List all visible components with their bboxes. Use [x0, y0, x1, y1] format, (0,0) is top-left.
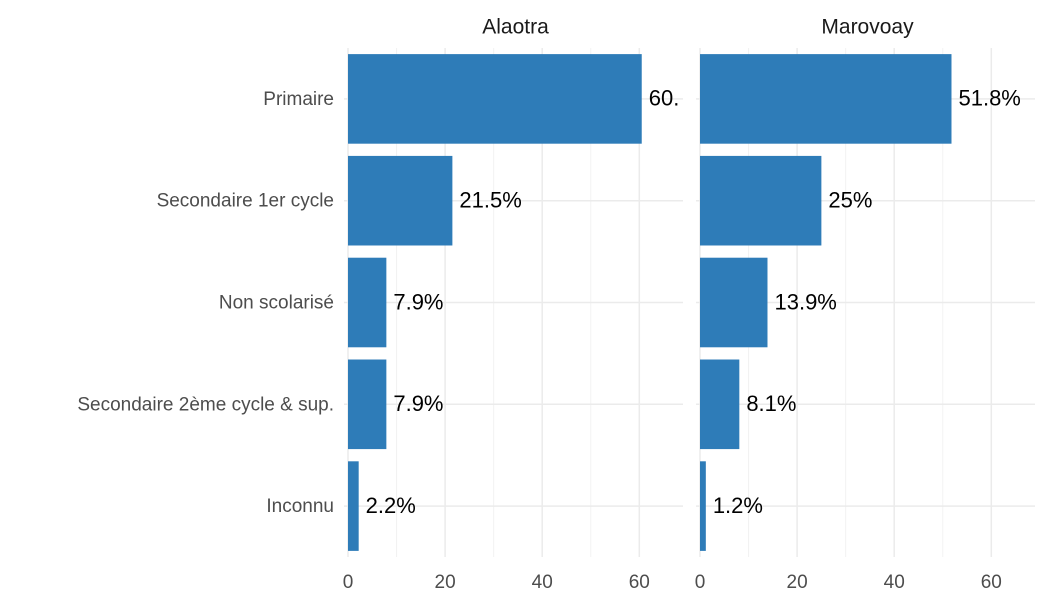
bar: [348, 257, 387, 348]
panel-title: Marovoay: [821, 16, 914, 39]
x-tick-label: 40: [884, 572, 905, 593]
value-label: 13.9%: [774, 289, 836, 314]
bar: [348, 461, 359, 551]
y-tick-label: Secondaire 1er cycle: [157, 191, 334, 212]
x-tick-label: 0: [695, 572, 706, 593]
value-label: 1.2%: [713, 493, 763, 518]
value-label: 51.8%: [958, 86, 1020, 111]
x-tick-label: 40: [532, 572, 553, 593]
y-tick-label: Secondaire 2ème cycle & sup.: [77, 394, 334, 415]
x-tick-label: 0: [343, 572, 354, 593]
bar: [700, 359, 740, 450]
bar: [348, 54, 642, 144]
value-label: 7.9%: [393, 289, 443, 314]
y-tick-label: Inconnu: [266, 496, 334, 517]
bar: [700, 54, 952, 144]
bar: [348, 155, 453, 246]
value-label: 7.9%: [393, 391, 443, 416]
bar: [700, 155, 822, 246]
x-tick-label: 60: [981, 572, 1002, 593]
bar: [700, 461, 706, 551]
value-label: 8.1%: [746, 391, 796, 416]
value-label: 2.2%: [366, 493, 416, 518]
x-tick-label: 20: [435, 572, 456, 593]
value-label: 21.5%: [459, 188, 521, 213]
value-label: 25%: [828, 188, 872, 213]
y-tick-label: Non scolarisé: [219, 293, 334, 314]
y-tick-label: Primaire: [263, 89, 334, 110]
bar: [348, 359, 387, 450]
panel-title: Alaotra: [482, 16, 549, 39]
x-tick-label: 60: [629, 572, 650, 593]
value-label: 60.: [649, 86, 680, 111]
x-tick-label: 20: [787, 572, 808, 593]
bar: [700, 257, 768, 348]
